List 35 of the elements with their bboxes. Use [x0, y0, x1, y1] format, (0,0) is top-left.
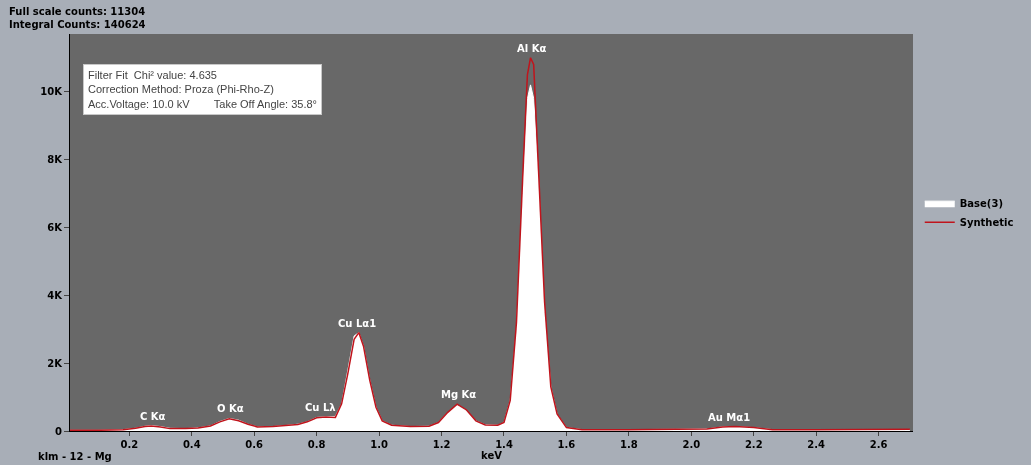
y-tick-label: 6K: [47, 221, 64, 233]
text: klm - 12 - Mg: [38, 451, 112, 462]
y-tick-label: 10K: [40, 86, 64, 98]
x-tick-label: 2.6: [869, 439, 888, 450]
annotation: C Kα: [140, 411, 166, 422]
y-tick-label: 2K: [47, 357, 64, 369]
legend-label: Base(3): [959, 198, 1003, 210]
annotation: Mg Kα: [441, 389, 477, 400]
annotation: Al Kα: [517, 43, 547, 54]
annotation: Cu Lλ: [305, 402, 337, 413]
text: Full scale counts: 11304: [9, 6, 146, 17]
y-tick-label: 8K: [47, 154, 64, 166]
x-axis-title: keV: [481, 450, 503, 461]
x-tick-label: 1.6: [557, 439, 576, 450]
legend-label: Synthetic: [959, 217, 1014, 229]
x-tick-label: 0.6: [245, 439, 264, 450]
x-tick-label: 2.4: [807, 439, 826, 450]
annotation: Au Mα1: [708, 412, 751, 423]
x-tick-label: 1.8: [620, 439, 638, 450]
annotation: Filter Fit Chi² value: 4.635: [88, 69, 217, 81]
x-tick-label: 1.2: [432, 439, 451, 450]
y-tick-label: 4K: [47, 289, 64, 301]
x-tick-label: 0.2: [120, 439, 139, 450]
text: Integral Counts: 140624: [9, 19, 146, 30]
annotation: Correction Method: Proza (Phi-Rho-Z): [88, 83, 274, 96]
x-tick-label: 1.4: [495, 439, 513, 450]
x-tick-label: 2.2: [744, 439, 763, 450]
annotation: Cu Lα1: [338, 318, 377, 329]
annotation: Acc.Voltage: 10.0 kV Take Off Angle: 35.8°: [88, 97, 318, 110]
x-tick-label: 1.0: [370, 439, 388, 450]
x-tick-label: 0.4: [182, 439, 201, 450]
x-tick-label: 0.8: [307, 439, 326, 450]
annotation: O Kα: [217, 403, 244, 414]
y-tick-label: 0: [55, 425, 63, 437]
x-tick-label: 2.0: [682, 439, 701, 450]
